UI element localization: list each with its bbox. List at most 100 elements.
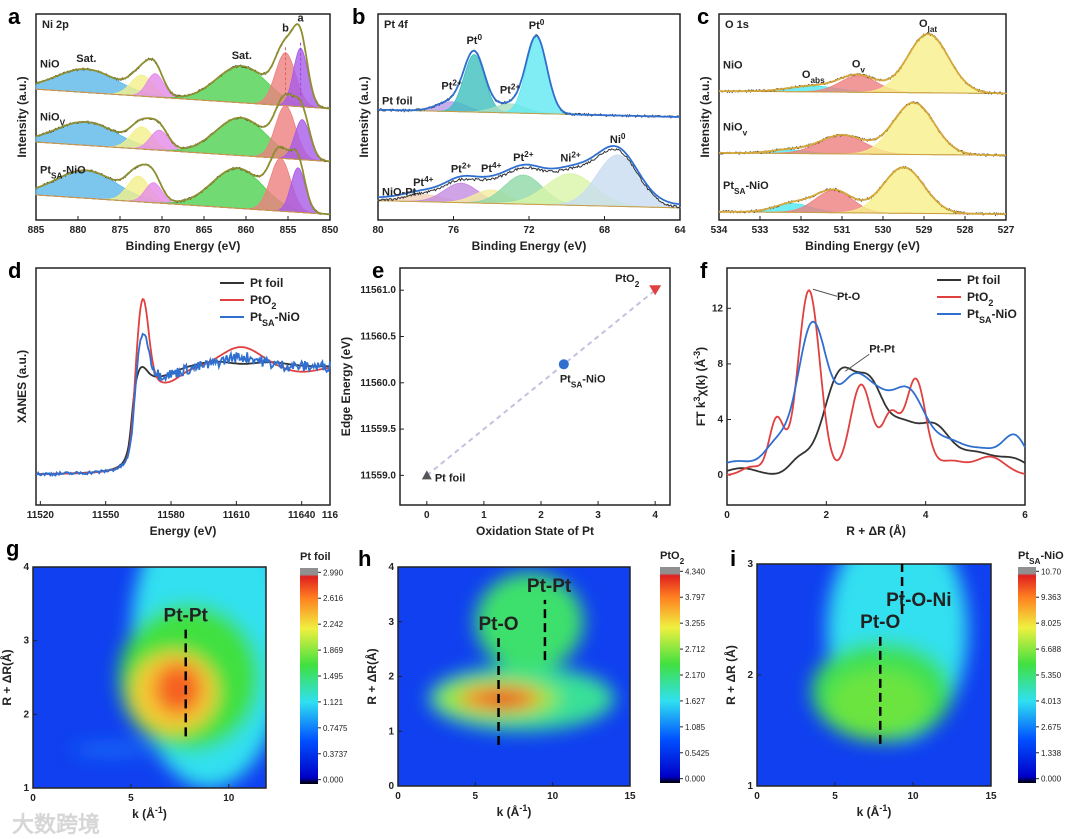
sample-label: NiO <box>723 60 743 72</box>
heatmap-blob-2 <box>828 669 929 737</box>
spectrum-region-title: Ni 2p <box>42 19 69 31</box>
colorbar-tick-label: 6.688 <box>1041 645 1062 654</box>
y-tick-label: 4 <box>388 562 394 573</box>
x-tick-label: 5 <box>473 791 479 802</box>
heatmap-contours <box>811 564 968 742</box>
y-tick-label: 11560.5 <box>360 332 396 343</box>
x-tick-label: 0 <box>754 791 760 802</box>
x-tick-label: 11640 <box>288 510 316 521</box>
watermark: 大数跨境 <box>12 812 100 837</box>
colorbar-tick-label: 4.340 <box>685 567 706 576</box>
annotation-label: Pt-Pt <box>869 343 895 355</box>
colorbar-tick-label: 9.363 <box>1041 593 1062 602</box>
x-tick-label: 1 <box>481 510 487 521</box>
x-tick-label: 531 <box>834 225 851 236</box>
peak-label: Pt0 <box>529 17 545 32</box>
legend-label: Pt foil <box>967 273 1000 287</box>
sample-label: NiOv <box>723 121 748 137</box>
spectrum-region-title: O 1s <box>725 19 749 31</box>
panel-letter-i: i <box>730 546 736 571</box>
colorbar-tick-label: 10.70 <box>1041 567 1062 576</box>
heatmap-blob-4 <box>481 691 525 708</box>
peak-label: Ni2+ <box>560 150 581 165</box>
data-point <box>558 359 569 370</box>
x-tick-label: 533 <box>752 225 769 236</box>
trend-line <box>426 289 656 477</box>
peak-label: Pt2+ <box>500 82 521 97</box>
peak-label: Sat. <box>76 53 96 65</box>
x-tick-label: 72 <box>523 225 535 236</box>
point-label: PtO2 <box>615 273 640 289</box>
x-tick-label: 10 <box>547 791 559 802</box>
panel-letter-b: b <box>352 4 365 29</box>
x-tick-label: 11610 <box>223 510 251 521</box>
bond-label: Pt-O-Ni <box>886 590 951 611</box>
colorbar-tick-label: 2.616 <box>323 594 344 603</box>
y-tick-label: 4 <box>717 415 723 426</box>
y-axis-label: R + ΔR(Å) <box>364 648 379 704</box>
x-tick-label: 528 <box>957 225 974 236</box>
xanes-curve-0 <box>36 360 330 475</box>
colorbar-tick-label: 5.350 <box>1041 671 1062 680</box>
y-tick-label: 1 <box>23 783 29 794</box>
x-tick-label: 855 <box>280 225 297 236</box>
heatmap-blob-1 <box>475 572 584 672</box>
panel-letter-h: h <box>358 546 371 571</box>
peak-label: Ni0 <box>610 131 626 146</box>
y-tick-label: 8 <box>717 359 723 370</box>
baseline <box>36 88 330 110</box>
peak-label: Pt2+ <box>513 149 534 164</box>
x-tick-label: 5 <box>832 791 838 802</box>
colorbar-tick-label: 0.5425 <box>685 749 710 758</box>
colorbar-tick-label: 3.797 <box>685 593 706 602</box>
plot-frame <box>35 267 331 506</box>
x-axis-label: k (Å-1) <box>132 805 167 821</box>
heatmap-blob-3 <box>154 662 202 715</box>
bond-label: Pt-Pt <box>164 606 209 627</box>
x-axis-label: Binding Energy (eV) <box>126 239 241 253</box>
plot-frame <box>718 13 1007 221</box>
y-axis-label: R + ΔR(Å) <box>0 649 14 705</box>
y-tick-label: 3 <box>747 559 753 570</box>
x-tick-label: 850 <box>322 225 339 236</box>
colorbar-tick-label: 0.000 <box>685 775 706 784</box>
xanes-curve-1 <box>36 297 331 475</box>
x-tick-label: 532 <box>793 225 810 236</box>
colorbar-tick-label: 2.712 <box>685 645 706 654</box>
wavelet-map <box>398 567 630 786</box>
sample-label: NiO-Pt <box>382 187 417 199</box>
colorbar <box>660 567 680 783</box>
x-tick-label: 2 <box>824 510 830 521</box>
fit-envelope <box>719 101 1007 157</box>
peak-label: Pt2+ <box>441 78 462 93</box>
x-tick-label: 880 <box>70 225 87 236</box>
peak-label: b <box>282 22 289 34</box>
baseline <box>378 200 680 209</box>
colorbar-title: Pt foil <box>300 551 331 563</box>
x-tick-label: 5 <box>128 793 134 804</box>
panel-letter-e: e <box>372 258 384 283</box>
xanes-curve-2 <box>35 332 331 478</box>
x-tick-label: 64 <box>674 225 686 236</box>
baseline <box>719 152 1007 156</box>
sample-label: Pt foil <box>382 96 413 108</box>
peak-label: Pt4+ <box>481 160 502 175</box>
sample-label: PtSA-NiO <box>723 180 769 196</box>
y-tick-label: 11561.0 <box>360 285 396 296</box>
plot-frame <box>35 13 331 221</box>
y-tick-label: 1 <box>388 726 394 737</box>
wavelet-map <box>33 567 266 788</box>
fit-envelope <box>35 93 331 163</box>
x-tick-label: 11520 <box>27 510 55 521</box>
colorbar-tick-label: 0.000 <box>323 776 344 785</box>
colorbar-tick-label: 0.7475 <box>323 724 348 733</box>
x-axis-label: Binding Energy (eV) <box>472 239 587 253</box>
legend-label: PtSA-NiO <box>250 310 300 328</box>
colorbar <box>300 568 318 784</box>
x-tick-label: 0 <box>30 793 36 804</box>
y-tick-label: 11560.0 <box>360 378 396 389</box>
wavelet-map <box>757 564 991 786</box>
y-tick-label: 11559.0 <box>360 470 396 481</box>
x-axis-label: Oxidation State of Pt <box>476 524 594 538</box>
